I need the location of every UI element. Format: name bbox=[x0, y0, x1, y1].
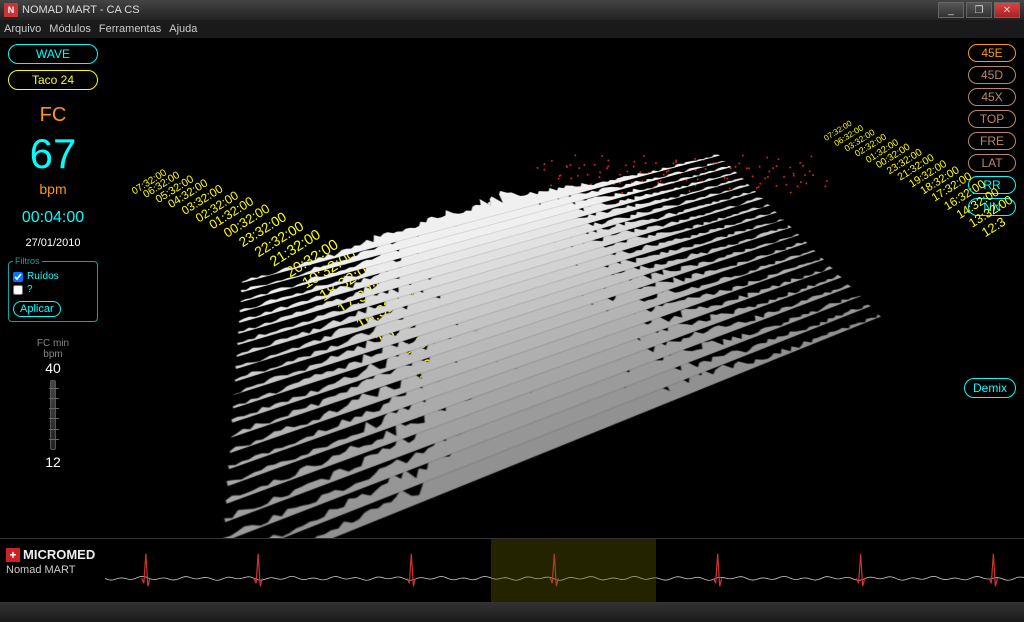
swiss-cross-icon: + bbox=[6, 548, 20, 562]
left-panel: WAVE Taco 24 FC 67 bpm 00:04:00 27/01/20… bbox=[8, 44, 98, 470]
fc-min-slider[interactable] bbox=[50, 380, 56, 450]
menu-arquivo[interactable]: Arquivo bbox=[4, 23, 41, 35]
minimize-button[interactable]: _ bbox=[938, 2, 964, 18]
view-button-45d[interactable]: 45D bbox=[968, 66, 1016, 84]
bpm-label: bpm bbox=[8, 181, 98, 197]
filtros-panel: Filtros Ruídos ? Aplicar bbox=[8, 261, 98, 322]
fc-min-unit: bpm bbox=[8, 349, 98, 360]
demix-button[interactable]: Demix bbox=[964, 378, 1016, 398]
brand-logo: + MICROMED bbox=[6, 547, 99, 562]
elapsed-timer: 00:04:00 bbox=[8, 209, 98, 227]
spectral-3d-view[interactable]: 07:32:0006:32:0005:32:0004:32:0003:32:00… bbox=[100, 48, 950, 508]
aplicar-button[interactable]: Aplicar bbox=[13, 301, 61, 317]
wave-button[interactable]: WAVE bbox=[8, 44, 98, 64]
question-checkbox[interactable] bbox=[13, 285, 23, 295]
status-bar bbox=[0, 602, 1024, 622]
menu-ferramentas[interactable]: Ferramentas bbox=[99, 23, 161, 35]
view-button-45e[interactable]: 45E bbox=[968, 44, 1016, 62]
filtros-title: Filtros bbox=[13, 256, 42, 266]
ecg-selection-highlight[interactable] bbox=[491, 539, 656, 602]
date-label: 27/01/2010 bbox=[8, 237, 98, 249]
maximize-button[interactable]: ❐ bbox=[966, 2, 992, 18]
fc-min-section: FC min bpm 40 12 bbox=[8, 338, 98, 470]
menu-ajuda[interactable]: Ajuda bbox=[169, 23, 197, 35]
brand-subtitle: Nomad MART bbox=[6, 564, 99, 576]
view-button-45x[interactable]: 45X bbox=[968, 88, 1016, 106]
window-title: NOMAD MART - CA CS bbox=[22, 4, 140, 16]
fc-value: 67 bbox=[8, 133, 98, 175]
ruidos-checkbox-label[interactable]: Ruídos bbox=[13, 271, 93, 282]
ecg-waveform[interactable] bbox=[105, 539, 1024, 602]
app-icon: N bbox=[4, 3, 18, 17]
ruidos-checkbox[interactable] bbox=[13, 272, 23, 282]
fc-min-top-value: 40 bbox=[8, 360, 98, 376]
close-button[interactable]: ✕ bbox=[994, 2, 1020, 18]
taco-button[interactable]: Taco 24 bbox=[8, 70, 98, 90]
window-titlebar: N NOMAD MART - CA CS _ ❐ ✕ bbox=[0, 0, 1024, 20]
fc-label: FC bbox=[8, 104, 98, 127]
window-controls: _ ❐ ✕ bbox=[938, 2, 1020, 18]
menu-modulos[interactable]: Módulos bbox=[49, 23, 91, 35]
brand-panel: + MICROMED Nomad MART bbox=[0, 539, 105, 602]
fc-min-bottom-value: 12 bbox=[8, 454, 98, 470]
menubar: Arquivo Módulos Ferramentas Ajuda bbox=[0, 20, 1024, 38]
fc-min-label: FC min bbox=[8, 338, 98, 349]
main-visualization-area: WAVE Taco 24 FC 67 bpm 00:04:00 27/01/20… bbox=[0, 38, 1024, 518]
ecg-strip: + MICROMED Nomad MART bbox=[0, 538, 1024, 602]
view-button-top[interactable]: TOP bbox=[968, 110, 1016, 128]
question-checkbox-label[interactable]: ? bbox=[13, 284, 93, 295]
